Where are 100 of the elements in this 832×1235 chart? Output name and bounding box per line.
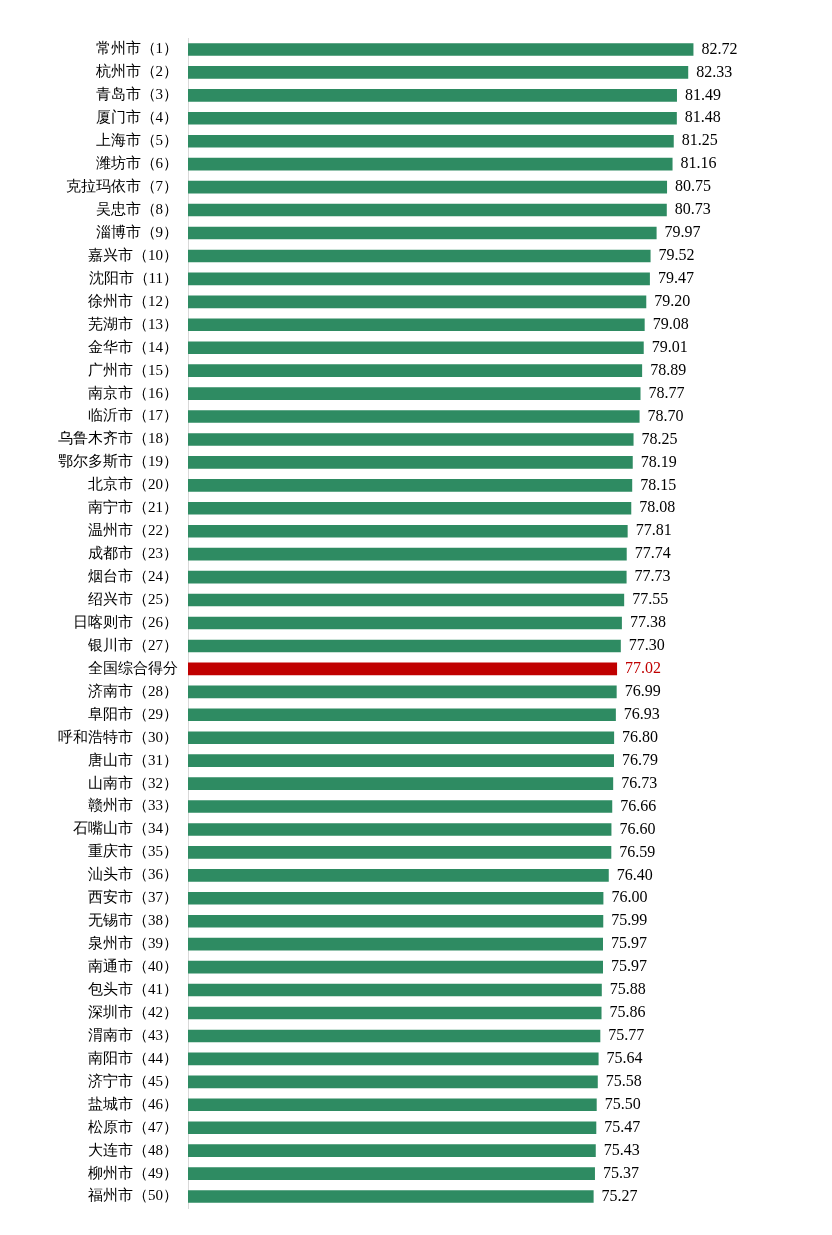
y-tick-label: 石嘴山市（34） <box>73 820 178 837</box>
y-tick-label: 西安市（37） <box>88 889 178 906</box>
data-label: 81.49 <box>684 85 721 103</box>
y-tick-label: 深圳市（42） <box>88 1003 178 1020</box>
y-tick-label: 徐州市（12） <box>88 292 178 309</box>
y-tick-label: 鄂尔多斯市（19） <box>58 453 178 470</box>
data-label: 75.97 <box>611 934 647 952</box>
data-label: 77.38 <box>629 613 666 631</box>
y-tick-label: 阜阳市（29） <box>88 705 178 722</box>
data-label: 78.25 <box>641 429 678 447</box>
data-label: 80.73 <box>674 200 711 218</box>
data-label: 78.70 <box>647 406 684 424</box>
y-tick-label: 成都市（23） <box>88 545 178 562</box>
data-label: 77.81 <box>635 521 672 539</box>
data-label: 82.33 <box>696 62 733 80</box>
data-label: 75.58 <box>605 1072 642 1090</box>
y-tick-label: 克拉玛依市（7） <box>65 178 178 195</box>
y-tick-label: 银川市（27） <box>87 636 178 653</box>
data-label: 80.75 <box>675 177 712 195</box>
y-tick-label: 金华市（14） <box>88 338 178 355</box>
y-tick-label: 呼和浩特市（30） <box>58 728 178 745</box>
data-label: 76.99 <box>624 682 661 700</box>
data-label: 77.30 <box>628 636 665 654</box>
y-tick-label: 南阳市（44） <box>88 1049 178 1066</box>
data-label: 77.73 <box>634 567 671 585</box>
y-tick-label: 厦门市（4） <box>95 109 178 126</box>
data-label: 75.77 <box>608 1026 645 1044</box>
data-label: 75.37 <box>602 1163 639 1181</box>
y-tick-label: 盐城市（46） <box>88 1095 178 1112</box>
y-tick-label: 临沂市（17） <box>88 407 178 424</box>
data-label: 76.73 <box>621 773 658 791</box>
data-label: 75.88 <box>609 980 646 998</box>
y-tick-label: 北京市（20） <box>88 476 178 493</box>
data-label: 76.40 <box>616 865 653 883</box>
data-label: 78.89 <box>650 360 687 378</box>
y-tick-label: 济宁市（45） <box>88 1072 178 1089</box>
data-label: 79.01 <box>651 337 688 355</box>
data-label: 77.02 <box>625 659 662 677</box>
data-label: 78.08 <box>639 498 676 516</box>
y-tick-label: 吴忠市（8） <box>95 201 178 217</box>
y-tick-label: 温州市（22） <box>88 522 178 539</box>
y-tick-label: 福州市（50） <box>88 1187 178 1204</box>
data-label: 75.43 <box>603 1140 640 1158</box>
y-tick-label: 潍坊市（6） <box>95 155 178 172</box>
y-tick-label: 芜湖市（13） <box>88 315 178 332</box>
y-tick-label: 全国综合得分 <box>88 659 178 676</box>
data-label: 75.50 <box>604 1094 641 1112</box>
y-tick-label: 南京市（16） <box>88 384 178 401</box>
data-label: 76.93 <box>623 704 660 722</box>
y-tick-label: 常州市（1） <box>95 40 178 57</box>
data-label: 81.48 <box>684 108 721 126</box>
data-label: 79.52 <box>658 246 695 264</box>
data-label: 76.80 <box>622 727 659 745</box>
data-label: 81.16 <box>680 154 717 172</box>
data-label: 82.72 <box>701 39 738 57</box>
y-tick-label: 沈阳市（11） <box>88 269 178 286</box>
data-label: 75.27 <box>601 1186 638 1204</box>
data-label: 75.99 <box>611 911 648 929</box>
data-label: 78.77 <box>648 383 685 401</box>
data-label: 75.97 <box>611 957 647 975</box>
data-label: 78.15 <box>640 475 677 493</box>
data-label: 81.25 <box>681 131 718 149</box>
data-label: 76.60 <box>619 819 656 837</box>
y-tick-label: 唐山市（31） <box>88 751 178 768</box>
data-label: 76.59 <box>619 842 656 860</box>
y-tick-label: 渭南市（43） <box>88 1026 178 1043</box>
y-tick-label: 烟台市（24） <box>88 568 178 585</box>
y-tick-label: 济南市（28） <box>88 682 178 699</box>
data-label: 77.55 <box>632 590 669 608</box>
y-tick-label: 乌鲁木齐市（18） <box>58 430 178 447</box>
data-label: 76.00 <box>611 888 648 906</box>
data-label: 76.66 <box>620 796 657 814</box>
y-tick-label: 赣州市（33） <box>88 797 178 814</box>
y-tick-label: 包头市（41） <box>88 981 178 997</box>
y-tick-label: 南宁市（21） <box>88 499 178 516</box>
y-tick-label: 广州市（15） <box>88 361 178 378</box>
y-tick-label: 日喀则市（26） <box>73 613 178 630</box>
y-tick-label: 松原市（47） <box>88 1118 178 1135</box>
data-label: 75.64 <box>606 1049 643 1067</box>
data-label: 79.20 <box>654 292 691 310</box>
data-label: 79.08 <box>652 314 689 332</box>
y-tick-label: 嘉兴市（10） <box>88 246 178 263</box>
y-tick-label: 杭州市（2） <box>94 63 178 80</box>
y-tick-label: 淄博市（9） <box>95 223 178 240</box>
y-tick-label: 重庆市（35） <box>88 843 178 860</box>
data-label: 79.47 <box>657 269 694 287</box>
y-tick-label: 汕头市（36） <box>88 866 178 883</box>
data-label: 76.79 <box>621 750 658 768</box>
y-tick-label: 南通市（40） <box>88 958 178 975</box>
y-tick-label: 大连市（48） <box>88 1141 178 1158</box>
y-tick-label: 无锡市（38） <box>88 912 178 929</box>
y-tick-label: 青岛市（3） <box>95 86 178 103</box>
data-label: 75.47 <box>604 1117 641 1135</box>
data-label: 79.97 <box>664 223 701 241</box>
y-tick-label: 山南市（32） <box>88 774 178 791</box>
data-label: 75.86 <box>609 1003 646 1021</box>
y-tick-label: 绍兴市（25） <box>88 591 178 607</box>
data-label: 77.74 <box>634 544 671 562</box>
y-tick-label: 上海市（5） <box>95 132 178 149</box>
y-tick-label: 泉州市（39） <box>88 935 178 952</box>
